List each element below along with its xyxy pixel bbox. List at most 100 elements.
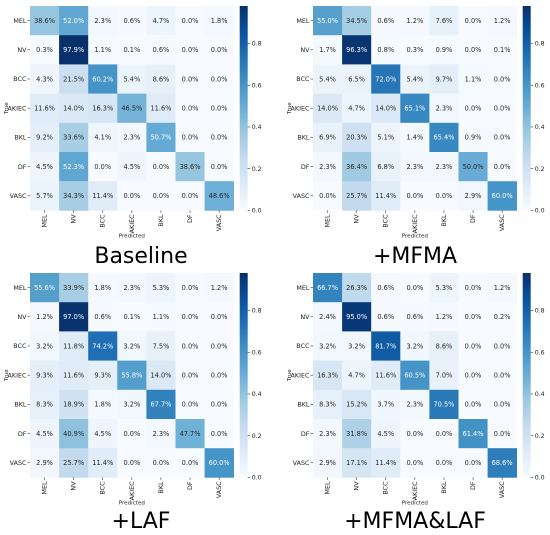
heatmap-cell [342,419,372,449]
cell-value-label: 1.4% [406,134,423,142]
y-tick-label: DF [301,430,310,438]
heatmap-cell [371,122,401,153]
x-tick-label: NV [353,481,361,491]
cell-value-label: 40.9% [63,430,84,438]
cell-value-label: 2.9% [465,192,482,200]
colorbar-tick-label: 0.8 [252,308,262,315]
cell-value-label: 0.0% [406,284,423,292]
cell-value-label: 36.4% [346,163,367,171]
heatmap-cell [487,331,517,361]
cell-value-label: 0.0% [211,163,228,171]
cell-value-label: 4.3% [36,75,53,83]
cell-value-label: 0.0% [211,134,228,142]
heatmap-cell [175,331,205,361]
heatmap-cell [204,6,234,36]
heatmap-cell [487,6,517,36]
cell-value-label: 11.4% [92,192,113,200]
colorbar-tick-label: 0.8 [535,41,545,48]
y-tick-label: VASC [10,192,27,200]
heatmap-cell [371,331,401,361]
confusion-matrix-panel: 66.7% 26.3% 0.6% 0.0% 5.3% 0.0% 1.2% 2.4% 95.0% 0… [287,273,545,534]
x-tick-label: VASC [498,481,506,498]
y-tick-label: VASC [293,192,310,200]
heatmap-cell [458,122,488,153]
heatmap-cell [146,331,176,361]
heatmap-cell [371,64,401,94]
heatmap-cell [371,302,401,332]
cell-value-label: 34.3% [63,192,84,200]
cell-value-label: 0.0% [465,105,482,113]
heatmap-cell [313,331,343,361]
cell-value-label: 0.0% [211,342,228,350]
cell-value-label: 5.3% [153,284,170,292]
cell-value-label: 0.0% [211,75,228,83]
heatmap-cell [146,93,176,124]
heatmap-cell [59,64,89,94]
cell-value-label: 2.3% [406,163,423,171]
cell-value-label: 60.0% [209,459,230,467]
cell-value-label: 33.6% [63,134,84,142]
cell-value-label: 0.0% [465,459,482,467]
cell-value-label: 2.3% [123,134,140,142]
heatmap-cell [429,93,459,124]
cell-value-label: 2.3% [94,17,111,25]
cell-value-label: 1.2% [494,17,511,25]
heatmap-cell [342,389,372,420]
heatmap-cell [59,419,89,449]
cell-value-label: 0.0% [406,192,423,200]
heatmap-cell [342,331,372,361]
heatmap-cell [88,122,118,153]
cell-value-label: 0.0% [211,46,228,54]
heatmap-cell [117,6,147,36]
cell-value-label: 0.0% [494,134,511,142]
heatmap-cell [59,389,89,420]
cell-value-label: 1.2% [36,313,53,321]
x-tick-label: AKIEC [411,481,419,500]
cell-value-label: 1.8% [211,17,228,25]
cell-value-label: 0.6% [406,313,423,321]
heatmap-cell [88,331,118,361]
cell-value-label: 97.9% [63,46,84,54]
y-axis-title: True [287,369,293,382]
cell-value-label: 11.4% [375,192,396,200]
cell-value-label: 5.4% [319,75,336,83]
cell-value-label: 81.7% [375,342,396,350]
cell-value-label: 0.0% [153,192,170,200]
panel-caption: +MFMA&LAF [344,509,486,534]
heatmap-cell [429,122,459,153]
heatmap-cell [204,152,234,182]
heatmap-cell [59,122,89,153]
heatmap-cell [88,152,118,182]
cell-value-label: 11.6% [34,105,55,113]
panel-caption: Baseline [94,244,187,269]
cell-value-label: 2.3% [319,163,336,171]
cell-value-label: 4.5% [94,430,111,438]
cell-value-label: 0.0% [465,401,482,409]
heatmap-cell [204,419,234,449]
heatmap-cell [313,152,343,182]
cell-value-label: 0.0% [406,430,423,438]
cell-value-label: 3.2% [36,342,53,350]
cell-value-label: 0.3% [406,46,423,54]
cell-value-label: 9.2% [36,134,53,142]
cell-value-label: 60.2% [92,75,113,83]
heatmap-cell [342,122,372,153]
x-tick-label: MEL [324,481,332,495]
x-tick-label: MEL [324,214,332,228]
cell-value-label: 47.7% [180,430,201,438]
cell-value-label: 4.7% [348,105,365,113]
cell-value-label: 2.3% [123,284,140,292]
x-tick-label: VASC [215,481,223,498]
cell-value-label: 0.0% [465,342,482,350]
cell-value-label: 3.2% [123,401,140,409]
x-tick-label: BKL [157,481,165,494]
y-tick-label: MEL [13,284,27,292]
heatmap-cell [59,448,89,478]
heatmap-cell [313,273,343,303]
cell-value-label: 1.1% [153,313,170,321]
cell-value-label: 0.0% [153,459,170,467]
cell-value-label: 61.4% [463,430,484,438]
cell-value-label: 8.3% [36,401,53,409]
cell-value-label: 0.9% [465,134,482,142]
heatmap-cell [88,360,118,391]
